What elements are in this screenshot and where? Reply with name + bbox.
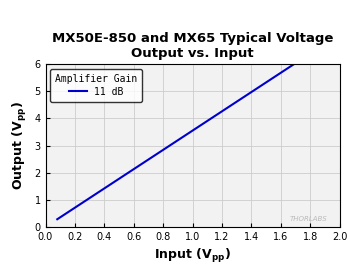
11 dB: [198, 124, 202, 127]
11 dB: [296, 60, 300, 63]
Title: MX50E-850 and MX65 Typical Voltage
Output vs. Input: MX50E-850 and MX65 Typical Voltage Outpu…: [52, 32, 333, 60]
11 dB: [199, 124, 203, 127]
11 dB: [56, 217, 60, 220]
Line: 11 dB: 11 dB: [57, 61, 298, 219]
Y-axis label: Output (V$_{\mathbf{pp}}$): Output (V$_{\mathbf{pp}}$): [11, 101, 29, 190]
11 dB: [274, 74, 278, 78]
Text: THORLABS: THORLABS: [290, 216, 328, 222]
11 dB: [258, 85, 262, 88]
Legend: 11 dB: 11 dB: [50, 69, 142, 101]
11 dB: [55, 218, 60, 221]
11 dB: [203, 121, 207, 124]
X-axis label: Input (V$_{\mathbf{pp}}$): Input (V$_{\mathbf{pp}}$): [154, 247, 231, 265]
